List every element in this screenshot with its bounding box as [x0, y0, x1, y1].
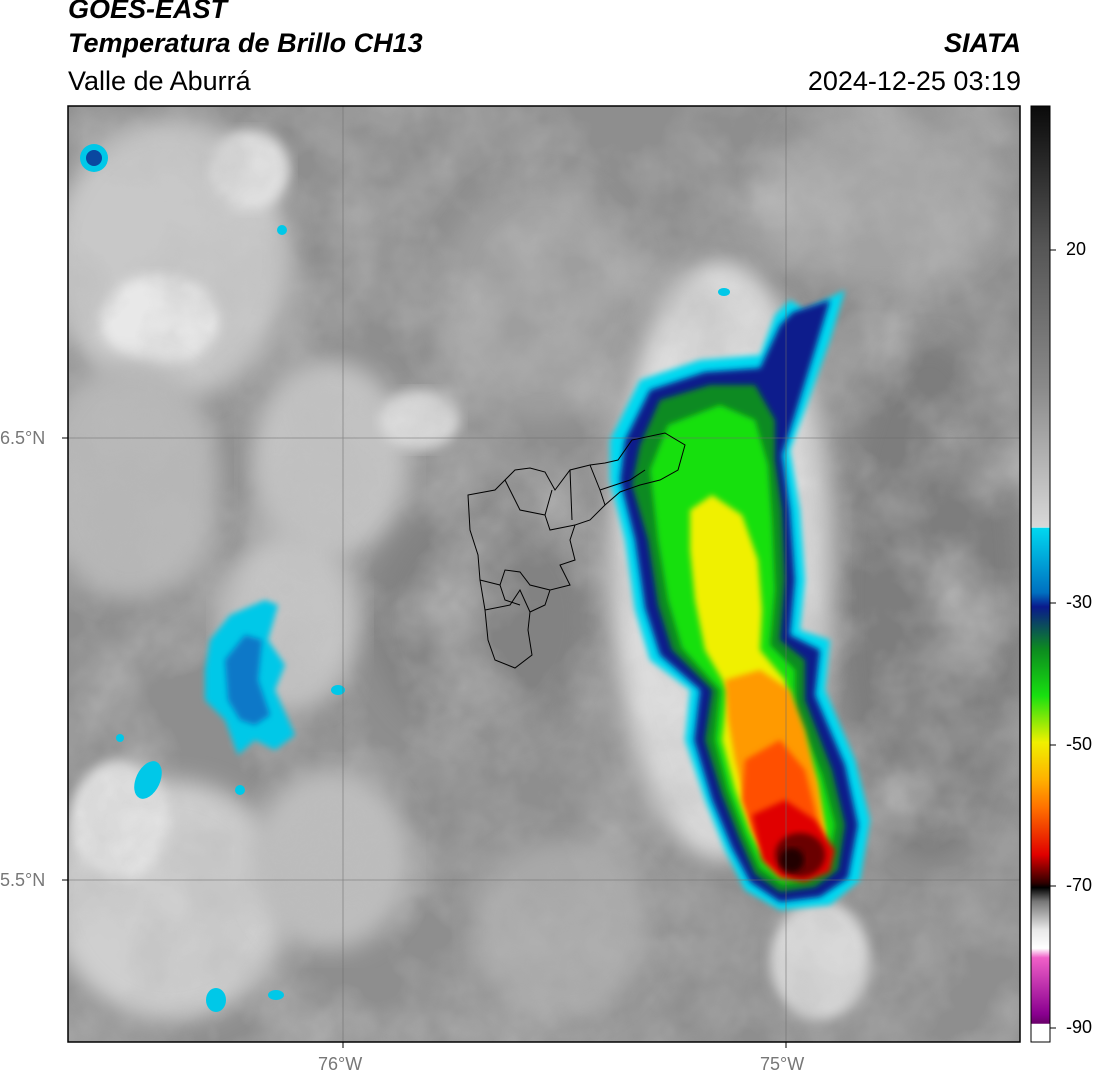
product-title: Temperatura de Brillo CH13	[68, 28, 423, 58]
colorbar-tick-label: -50	[1066, 734, 1093, 754]
region-subtitle: Valle de Aburrá	[68, 66, 251, 96]
axis-ticks	[62, 437, 787, 1048]
storm-system	[610, 290, 870, 910]
lat-tick-label: 6.5°N	[0, 428, 46, 448]
colorbar	[1030, 105, 1056, 1043]
cloud-texture	[68, 106, 1020, 1042]
colorbar-tick-label: -30	[1066, 592, 1093, 612]
lon-tick-label: 75°W	[760, 1054, 805, 1074]
municipality-outline-icon	[467, 432, 686, 669]
gridlines	[68, 106, 1020, 1042]
datetime-label: 2024-12-25 03:19	[807, 66, 1021, 96]
small-cloud-cells	[80, 144, 730, 1012]
colorbar-tick-label: -70	[1066, 875, 1093, 895]
map-frame	[67, 105, 1021, 1043]
colorbar-tick-label: -90	[1066, 1017, 1093, 1037]
lat-tick-label: 5.5°N	[0, 870, 46, 890]
lon-tick-label: 76°W	[318, 1054, 363, 1074]
organization-label: SIATA	[944, 28, 1021, 58]
satellite-title: GOES-EAST	[68, 0, 228, 24]
colorbar-tick-label: 20	[1066, 239, 1087, 259]
